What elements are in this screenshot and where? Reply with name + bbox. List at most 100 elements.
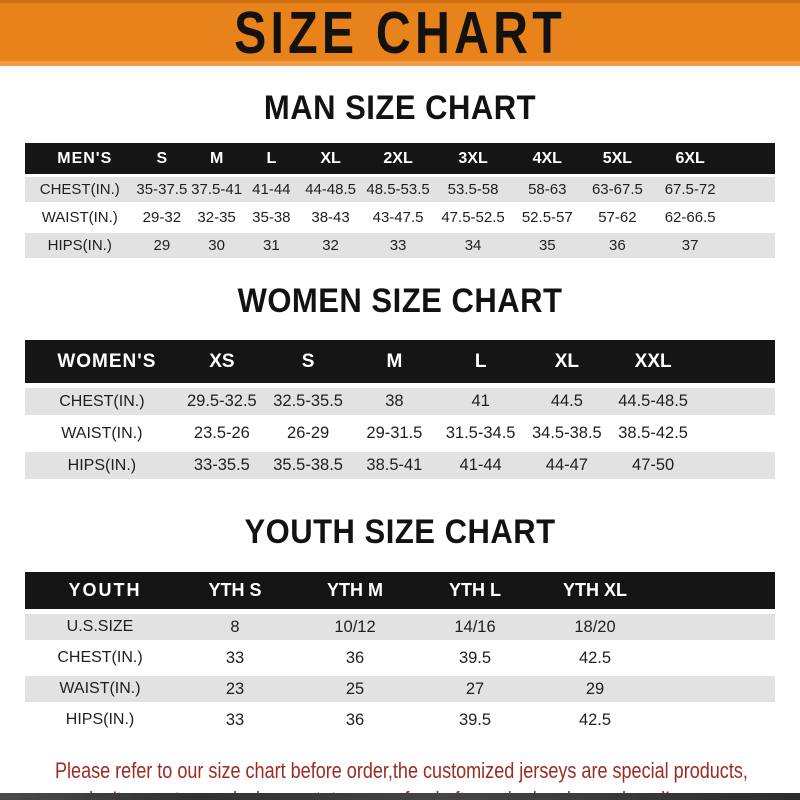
mens-col-6xl: 6XL: [652, 143, 728, 174]
spacer-cell: [655, 572, 775, 609]
youth-size-table: YOUTH YTH S YTH M YTH L YTH XL U.S.SIZE …: [25, 567, 775, 738]
cell: 10/12: [295, 614, 415, 640]
table-row: WAIST(IN.) 23.5-26 26-29 29-31.5 31.5-34…: [25, 420, 775, 447]
womens-waist-label: WAIST(IN.): [61, 424, 143, 442]
spacer-cell: [655, 645, 775, 671]
cell: 38-43: [311, 209, 350, 226]
banner: SIZE CHART: [0, 0, 800, 66]
women-heading-text: WOMEN SIZE CHART: [237, 280, 563, 321]
womens-chest-label: CHEST(IN.): [25, 388, 179, 415]
cell: 34.5-38.5: [532, 424, 602, 442]
cell: 35-38: [252, 209, 291, 226]
spacer-cell: [655, 707, 775, 733]
mens-size-table: MEN'S S M L XL 2XL 3XL 4XL 5XL 6XL CHEST…: [25, 140, 775, 261]
table-row: HIPS(IN.) 29 30 31 32 33 34 35 36 37: [25, 233, 775, 258]
cell: 32-35: [197, 209, 236, 226]
cell: 29.5-32.5: [178, 388, 265, 415]
womens-col-s: S: [265, 340, 352, 383]
cell: 58-63: [512, 177, 583, 202]
spacer-cell: [727, 143, 775, 174]
cell: 35-37.5: [134, 177, 190, 202]
youth-hips-label: HIPS(IN.): [65, 711, 135, 728]
womens-header-row: WOMEN'S XS S M L XL XXL: [25, 340, 775, 383]
youth-col-xl: YTH XL: [535, 572, 655, 609]
women-section-heading: WOMEN SIZE CHART: [0, 280, 800, 321]
cell: 31.5-34.5: [445, 424, 516, 442]
cell: 41: [437, 388, 524, 415]
cell: 38: [351, 388, 438, 415]
cell: 29: [134, 233, 190, 258]
womens-col-xs: XS: [178, 340, 265, 383]
cell: 38.5-42.5: [618, 424, 688, 442]
womens-col-m: M: [351, 340, 438, 383]
cell: 35: [512, 233, 583, 258]
cell: 53.5-58: [433, 177, 513, 202]
cell: 57-62: [598, 209, 637, 226]
cell: 42.5: [578, 648, 612, 667]
mens-chest-label: CHEST(IN.): [25, 177, 135, 202]
mens-header-row: MEN'S S M L XL 2XL 3XL 4XL 5XL 6XL: [25, 143, 775, 174]
womens-hips-label: HIPS(IN.): [25, 452, 179, 479]
cell: 29: [535, 676, 655, 702]
youth-heading-text: YOUTH SIZE CHART: [244, 511, 556, 552]
cell: 27: [415, 676, 535, 702]
cell: 36: [345, 648, 365, 667]
cell: 35.5-38.5: [265, 452, 352, 479]
youth-section-heading: YOUTH SIZE CHART: [0, 511, 800, 552]
mens-hips-label: HIPS(IN.): [25, 233, 135, 258]
cell: 47-50: [610, 452, 697, 479]
womens-col-l: L: [437, 340, 524, 383]
cell: 26-29: [287, 424, 330, 442]
cell: 29-31.5: [366, 424, 423, 442]
womens-group-label: WOMEN'S: [25, 340, 179, 383]
page-title: SIZE CHART: [234, 0, 566, 66]
cell: 36: [582, 233, 653, 258]
mens-col-2xl: 2XL: [362, 143, 434, 174]
cell: 44-48.5: [298, 177, 363, 202]
cell: 31: [243, 233, 299, 258]
cell: 32.5-35.5: [265, 388, 352, 415]
cell: 18/20: [535, 614, 655, 640]
spacer-cell: [696, 340, 775, 383]
table-row: U.S.SIZE 8 10/12 14/16 18/20: [25, 614, 775, 640]
cell: 44.5-48.5: [610, 388, 697, 415]
spacer-cell: [696, 388, 775, 415]
spacer-cell: [727, 177, 775, 202]
cell: 23.5-26: [193, 424, 250, 442]
cell: 67.5-72: [652, 177, 728, 202]
mens-col-m: M: [189, 143, 244, 174]
cell: 33: [225, 648, 245, 667]
cell: 62-66.5: [664, 209, 716, 226]
youth-group-label: YOUTH: [25, 572, 175, 609]
table-row: CHEST(IN.) 35-37.5 37.5-41 41-44 44-48.5…: [25, 177, 775, 202]
youth-waist-label: WAIST(IN.): [25, 676, 175, 702]
mens-col-5xl: 5XL: [582, 143, 653, 174]
cell: 37: [652, 233, 728, 258]
table-row: HIPS(IN.) 33-35.5 35.5-38.5 38.5-41 41-4…: [25, 452, 775, 479]
mens-col-xl: XL: [298, 143, 363, 174]
cell: 63-67.5: [582, 177, 653, 202]
mens-col-l: L: [243, 143, 299, 174]
womens-size-table: WOMEN'S XS S M L XL XXL CHEST(IN.) 29.5-…: [25, 335, 775, 484]
table-row: WAIST(IN.) 23 25 27 29: [25, 676, 775, 702]
youth-chest-label: CHEST(IN.): [57, 649, 143, 666]
cell: 37.5-41: [189, 177, 244, 202]
cell: 33: [362, 233, 434, 258]
spacer-cell: [728, 205, 775, 230]
bottom-edge-strip: [0, 793, 800, 800]
cell: 48.5-53.5: [362, 177, 434, 202]
cell: 14/16: [415, 614, 535, 640]
cell: 38.5-41: [351, 452, 438, 479]
youth-ussize-label: U.S.SIZE: [25, 614, 175, 640]
cell: 44.5: [523, 388, 610, 415]
womens-col-xl: XL: [523, 340, 610, 383]
cell: 36: [345, 710, 365, 729]
table-row: CHEST(IN.) 33 36 39.5 42.5: [25, 645, 775, 671]
cell: 34: [433, 233, 513, 258]
womens-col-xxl: XXL: [610, 340, 697, 383]
cell: 41-44: [243, 177, 299, 202]
mens-col-4xl: 4XL: [512, 143, 583, 174]
cell: 39.5: [458, 710, 492, 729]
youth-col-s: YTH S: [175, 572, 295, 609]
